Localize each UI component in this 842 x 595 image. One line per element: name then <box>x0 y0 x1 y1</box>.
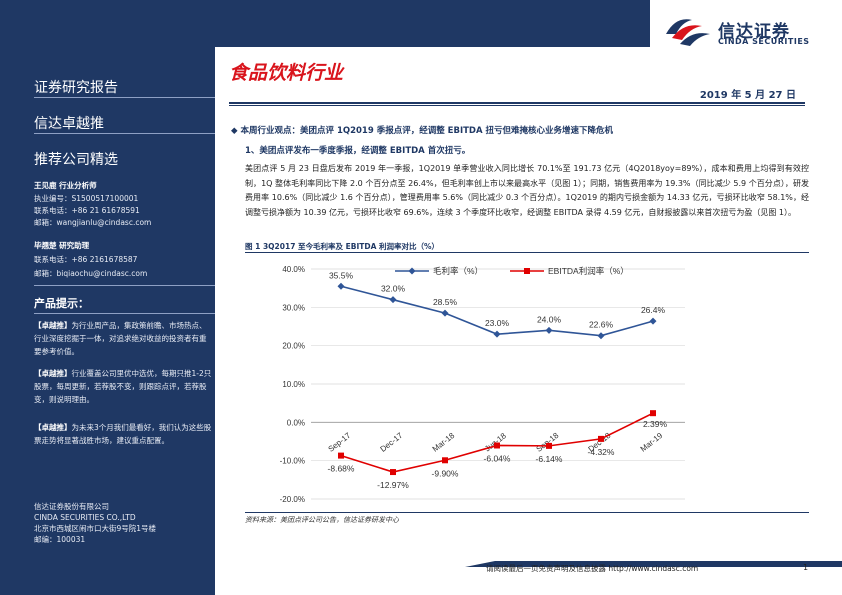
x-tick-label: Mar-18 <box>431 431 457 454</box>
y-tick-label: 20.0% <box>282 342 305 351</box>
data-point <box>493 330 501 338</box>
hint-item: 【卓越推】为行业周产品，集政策前瞻、市场热点、行业深度挖掘于一体，对追求绝对收益… <box>34 321 207 356</box>
analyst1-phone: 联系电话：+86 21 61678591 <box>34 206 140 215</box>
divider <box>34 97 215 98</box>
divider <box>34 133 215 134</box>
analyst1-cert: 执业编号：S1500517100001 <box>34 194 139 203</box>
y-tick-label: 0.0% <box>287 418 305 427</box>
data-label: 22.6% <box>589 320 614 330</box>
page-number: 1 <box>803 563 809 572</box>
hint-item: 【卓越推】为未来3个月我们最看好，我们认为这些股票走势将显著战胜市场，建议重点配… <box>34 423 212 445</box>
data-label: 35.5% <box>329 270 354 280</box>
data-label: 28.5% <box>433 297 458 307</box>
data-point <box>597 332 605 340</box>
legend-label: EBITDA利润率（%） <box>548 266 629 276</box>
divider <box>34 285 215 286</box>
x-tick-label: Sep-17 <box>327 431 353 454</box>
figure-bottom-rule <box>245 512 809 513</box>
legend-label: 毛利率（%） <box>433 266 483 276</box>
data-point <box>337 282 345 290</box>
analyst1-name: 王见鹿 行业分析师 <box>34 181 97 190</box>
data-point <box>545 326 553 334</box>
sidebar: 证券研究报告 信达卓越推 推荐公司精选 王见鹿 行业分析师 执业编号：S1500… <box>0 47 215 595</box>
data-point <box>389 296 397 304</box>
y-tick-label: 40.0% <box>282 265 305 274</box>
data-point <box>442 457 448 464</box>
data-label: 24.0% <box>537 314 562 324</box>
data-label: -4.32% <box>588 447 615 457</box>
legend-marker <box>524 268 530 274</box>
body-paragraph: 美团点评 5 月 23 日盘后发布 2019 年一季报，1Q2019 单季营业收… <box>245 164 809 217</box>
data-label: -6.04% <box>484 453 511 463</box>
analyst2-phone: 联系电话：+86 2161678587 <box>34 255 138 264</box>
series-title: 信达卓越推 <box>34 116 104 132</box>
section-title: 推荐公司精选 <box>34 152 118 168</box>
brand-logo: 信达证券 CINDA SECURITIES <box>662 14 832 48</box>
x-tick-label: Mar-19 <box>639 431 665 454</box>
x-tick-label: Dec-17 <box>379 431 405 454</box>
data-point <box>598 435 604 442</box>
margin-line-chart: 40.0% 30.0% 20.0% 10.0% 0.0% -10.0% -20.0% Sep-… <box>280 265 685 504</box>
figure-title: 图 1 3Q2017 至今毛利率及 EBITDA 利润率对比（%） <box>245 242 440 251</box>
data-label: -9.90% <box>432 468 459 478</box>
hint-title: 产品提示： <box>34 297 89 310</box>
section-heading: 1、美团点评发布一季度季报，经调整 EBITDA 首次扭亏。 <box>245 146 471 156</box>
y-tick-label: -20.0% <box>280 495 305 504</box>
sector-title: 食品饮料行业 <box>229 62 344 84</box>
analyst2-email[interactable]: 邮箱：biqiaochu@cindasc.com <box>34 269 148 278</box>
x-tick-label: Jun-18 <box>483 431 508 453</box>
analyst1-email[interactable]: 邮箱：wangjianlu@cindasc.com <box>34 218 152 227</box>
x-tick-label: Sep-18 <box>535 431 561 454</box>
data-point <box>650 410 656 417</box>
data-point <box>338 452 344 459</box>
report-date: 2019 年 5 月 27 日 <box>699 90 796 101</box>
analyst2-name: 毕翘楚 研究助理 <box>34 241 90 250</box>
company-address: 北京市西城区闹市口大街9号院1号楼 <box>34 524 157 533</box>
divider <box>34 313 215 314</box>
header-bar <box>0 0 650 47</box>
header-rule <box>229 102 805 106</box>
data-label: -8.68% <box>328 464 355 474</box>
figure-top-rule <box>245 252 809 253</box>
cinda-logo-icon <box>666 19 710 46</box>
data-label: 26.4% <box>641 305 666 315</box>
brand-name-cn: 信达证券 <box>718 22 790 42</box>
data-point <box>649 317 657 325</box>
hint-item: 【卓越推】行业覆盖公司里优中选优，每期只推1-2只股票，每周更新，若荐股不变，则… <box>34 369 212 404</box>
data-label: 2.39% <box>643 419 668 429</box>
data-label: -6.14% <box>536 454 563 464</box>
data-point <box>546 442 552 449</box>
report-type: 证券研究报告 <box>34 80 118 96</box>
data-label: 23.0% <box>485 318 510 328</box>
footer-bar <box>465 561 842 567</box>
figure-source: 资料来源：美团点评公司公告，信达证券研发中心 <box>245 516 399 524</box>
data-point <box>441 309 449 317</box>
company-name-en: CINDA SECURITIES CO.,LTD <box>34 513 136 522</box>
y-tick-label: -10.0% <box>280 457 305 466</box>
weekly-viewpoint: ◆ 本周行业观点：美团点评 1Q2019 季报点评，经调整 EBITDA 扭亏但… <box>231 126 614 136</box>
data-point <box>494 442 500 449</box>
y-tick-label: 10.0% <box>282 380 305 389</box>
company-postcode: 邮编：100031 <box>34 535 86 544</box>
company-name-cn: 信达证券股份有限公司 <box>34 502 109 511</box>
data-label: 32.0% <box>381 284 406 294</box>
legend-marker <box>408 267 416 275</box>
data-point <box>390 469 396 476</box>
footer-disclaimer[interactable]: 请阅读最后一页免责声明及信息披露 http://www.cindasc.com <box>486 564 699 573</box>
data-label: -12.97% <box>377 480 409 490</box>
brand-name-en: CINDA SECURITIES <box>718 37 810 46</box>
y-tick-label: 30.0% <box>282 303 305 312</box>
